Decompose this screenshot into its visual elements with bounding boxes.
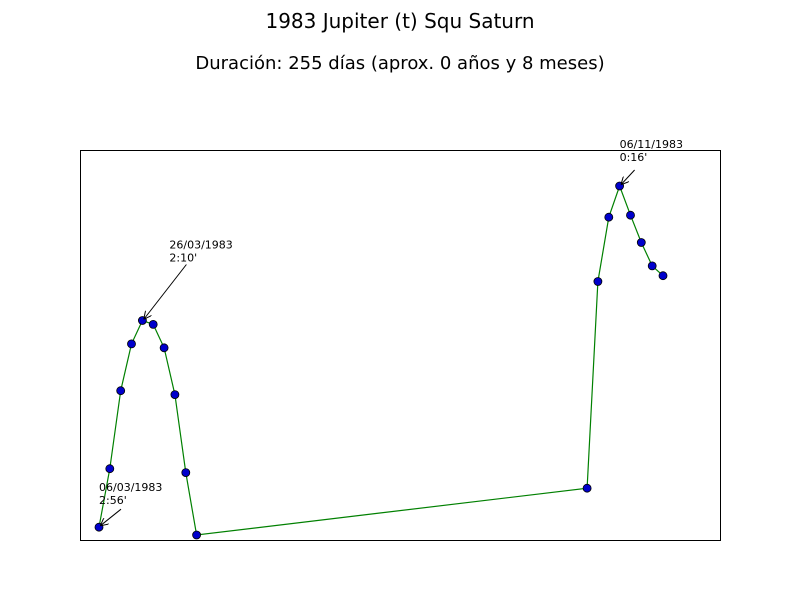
data-point xyxy=(116,386,126,396)
annotation-arrow xyxy=(101,508,122,525)
data-point xyxy=(626,210,635,220)
plot-area xyxy=(80,150,721,541)
annotation-value: 0:16' xyxy=(620,151,648,164)
series-line xyxy=(98,184,664,536)
annotation-value: 2:56' xyxy=(99,494,127,507)
data-point xyxy=(593,277,603,286)
annotation-date: 06/11/1983 xyxy=(620,138,683,151)
data-point xyxy=(159,343,169,353)
data-point xyxy=(604,212,614,222)
data-point xyxy=(658,271,668,281)
data-point xyxy=(105,464,115,474)
chart-subtitle: Duración: 255 días (aprox. 0 años y 8 me… xyxy=(195,53,604,74)
data-point xyxy=(170,390,180,400)
annotation-value: 2:10' xyxy=(169,252,197,265)
annotation-arrow xyxy=(622,169,635,184)
series-group xyxy=(94,181,668,540)
data-point xyxy=(647,261,657,271)
annotation-date: 06/03/1983 xyxy=(99,481,162,494)
data-point xyxy=(582,483,592,493)
data-point xyxy=(181,468,191,478)
chart-title: 1983 Jupiter (t) Squ Saturn xyxy=(265,9,534,33)
data-point xyxy=(127,339,136,349)
annotation-date: 26/03/1983 xyxy=(169,239,232,252)
data-point xyxy=(192,530,202,540)
annotation-arrow xyxy=(144,264,187,319)
data-point xyxy=(148,319,158,329)
data-point xyxy=(636,238,646,247)
